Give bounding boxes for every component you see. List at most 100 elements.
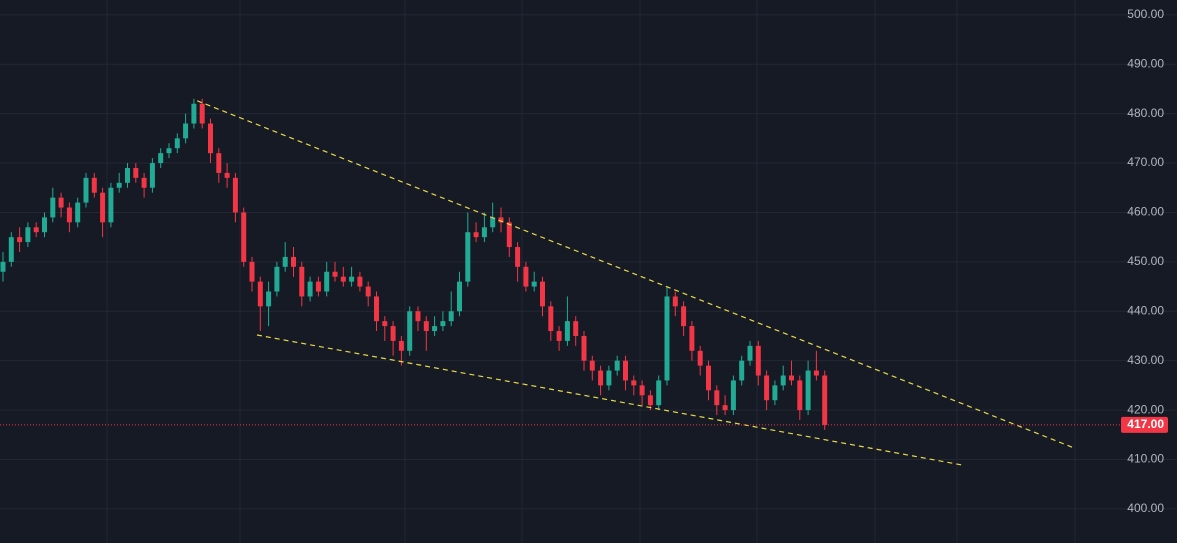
candle-body (531, 281, 537, 287)
last-price-box (1121, 416, 1168, 433)
candle-body (747, 345, 753, 361)
candle-body (365, 286, 371, 297)
y-tick-label: 470.00 (1127, 155, 1164, 169)
candle-body (125, 167, 130, 183)
candle-body (573, 321, 579, 336)
candle-body (0, 261, 6, 272)
candle-body (423, 321, 429, 332)
candle-body (257, 281, 263, 307)
y-tick-label: 490.00 (1127, 56, 1164, 70)
candle-body (589, 360, 595, 371)
candle-body (382, 321, 388, 327)
candle-body (183, 123, 189, 139)
candle-body (141, 177, 147, 188)
candle-body (340, 276, 346, 282)
candle-body (324, 271, 330, 292)
candle-body (357, 276, 363, 287)
candle-body (448, 311, 454, 322)
candle-body (291, 256, 296, 267)
candle-body (681, 306, 687, 327)
candle-body (755, 345, 761, 376)
candle-body (266, 291, 272, 307)
candle-body (789, 375, 794, 381)
candle-body (108, 187, 114, 223)
candle-body (390, 326, 396, 341)
candle-body (116, 182, 122, 188)
candle-body (722, 405, 728, 411)
candle-body (241, 212, 247, 262)
candle-body (8, 237, 14, 262)
candle-body (398, 340, 404, 351)
candle-body (730, 380, 736, 411)
vertical-grid (106, 0, 1076, 543)
candle-body (805, 370, 811, 411)
candle-body (481, 227, 487, 238)
y-tick-label: 460.00 (1127, 205, 1164, 219)
candle-body (407, 311, 413, 351)
y-tick-label: 430.00 (1127, 353, 1164, 367)
candle-body (797, 380, 803, 411)
candle-body (598, 370, 604, 386)
y-tick-label: 440.00 (1127, 303, 1164, 317)
candle-body (764, 375, 770, 401)
candle-body (714, 390, 720, 406)
candle-body (208, 123, 213, 154)
candle-body (689, 326, 695, 351)
candle-body (166, 148, 172, 154)
candle-body (473, 232, 479, 238)
candle-body (697, 350, 703, 366)
candle-body (647, 395, 653, 406)
candle-body (656, 380, 662, 406)
y-tick-label: 450.00 (1127, 254, 1164, 268)
last-price-label: 417.00 (1127, 417, 1164, 431)
candle-body (672, 296, 678, 307)
y-tick-label: 420.00 (1127, 402, 1164, 416)
candle-body (772, 385, 778, 401)
candle-body (822, 375, 828, 425)
candle-body (42, 217, 47, 233)
candle-body (564, 321, 570, 341)
trendline (196, 100, 1073, 448)
candle-body (523, 266, 529, 287)
candle-body (75, 202, 81, 223)
candle-body (581, 335, 587, 361)
candle-body (216, 153, 222, 173)
candle-body (490, 217, 496, 228)
candle-body (498, 217, 504, 223)
candle-body (606, 370, 612, 386)
candle-body (191, 103, 197, 124)
candle-body (556, 331, 562, 341)
candle-body (614, 360, 620, 371)
candle-body (457, 281, 462, 312)
candle-body (415, 311, 421, 322)
trendline (256, 334, 962, 466)
candle-body (66, 207, 72, 223)
candle-body (199, 103, 205, 124)
candle-body (506, 222, 512, 248)
candle-body (299, 266, 305, 297)
y-tick-label: 500.00 (1127, 7, 1164, 21)
candle-body (307, 281, 313, 297)
candle-body (17, 237, 23, 243)
candle-body (639, 385, 645, 396)
candle-body (440, 321, 446, 327)
candle-body (249, 261, 255, 282)
candle-body (224, 172, 230, 178)
candle-body (83, 177, 89, 203)
y-tick-label: 480.00 (1127, 106, 1164, 120)
candle-body (100, 192, 106, 223)
candle-body (315, 281, 321, 292)
candle-body (515, 247, 521, 267)
candle-body (174, 138, 180, 149)
candle-body (232, 177, 238, 213)
candle-body (332, 271, 338, 277)
candle-body (432, 326, 438, 332)
candle-body (623, 360, 628, 381)
y-tick-label: 400.00 (1127, 501, 1164, 515)
candle-body (548, 306, 554, 332)
candle-body (540, 281, 545, 307)
candle-body (25, 227, 31, 243)
candle-body (780, 375, 786, 386)
